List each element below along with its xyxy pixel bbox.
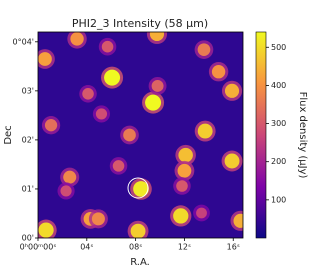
y-tick-label: 0°04' [13,37,34,46]
colorbar-tick-label: 300 [271,119,286,128]
y-tick-label: 01' [22,184,34,193]
highlight-circle [127,177,149,199]
source [44,119,58,132]
source [177,163,192,178]
colorbar-label: Flux density (μJy) [297,92,308,179]
source [104,69,121,86]
x-tick-label: 0ʰ00ᵐ00ˢ [20,243,57,252]
source [82,88,94,100]
y-axis-label: Dec [3,125,14,144]
image [38,32,243,238]
source [178,147,193,163]
x-tick-label: 12ˢ [178,243,191,252]
source [151,79,164,92]
source [123,128,136,142]
x-tick-label: 16ˢ [227,243,240,252]
source [38,222,54,238]
source [173,208,189,224]
colorbar-tick-label: 100 [271,195,286,204]
source [211,65,226,79]
source [196,207,207,219]
source [130,223,146,238]
source [145,94,162,111]
source [197,43,211,56]
x-tick-label: 04ˢ [80,243,93,252]
source [224,83,240,98]
source [224,153,240,169]
source [63,170,77,184]
y-tick-label: 03' [22,86,34,95]
y-tick-label: 02' [22,135,34,144]
source [70,32,84,46]
plot-frame [37,31,244,239]
source [233,213,243,228]
source [101,40,114,53]
source [38,52,52,66]
source [133,181,149,197]
source [197,123,213,139]
source [91,212,105,226]
source [176,180,188,192]
source [149,32,165,42]
y-tick-label: 00' [22,234,34,243]
x-axis-label: R.A. [130,257,150,268]
source [112,160,125,172]
x-tick-label: 08ˢ [129,243,142,252]
colorbar [255,31,267,239]
colorbar-tick-label: 200 [271,157,286,166]
colorbar-tick-label: 400 [271,81,286,90]
source [95,108,108,120]
source [60,185,72,197]
colorbar-tick-label: 500 [271,43,286,52]
chart-title: PHI2_3 Intensity (58 μm) [72,17,208,30]
